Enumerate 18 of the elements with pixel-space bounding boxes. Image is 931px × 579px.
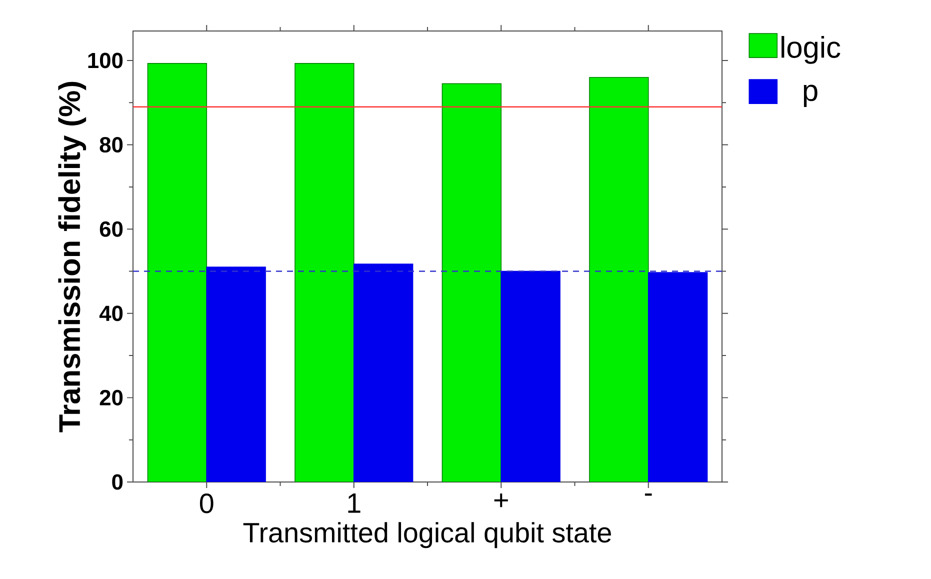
x-tick-label: 1 <box>348 494 360 513</box>
y-tick-label: 20 <box>100 390 123 406</box>
y-axis-title: Transmission fidelity (%) <box>58 82 86 432</box>
x-tick-label: 0 <box>200 494 214 514</box>
y-tick-label: 60 <box>100 221 123 237</box>
legend-label: logic <box>782 36 840 64</box>
bar <box>294 63 354 482</box>
y-tick-label: 0 <box>112 474 123 490</box>
y-tick-label: 80 <box>100 137 123 153</box>
y-tick-label: 100 <box>88 52 123 68</box>
legend-label: p <box>804 84 818 108</box>
bar <box>589 76 649 482</box>
x-tick-label: - <box>644 494 652 496</box>
x-axis-title: Transmitted logical qubit state <box>243 522 611 548</box>
bar <box>442 83 502 482</box>
x-tick-label: + <box>494 494 508 508</box>
bar <box>147 63 208 482</box>
y-tick-label: 40 <box>99 306 123 322</box>
